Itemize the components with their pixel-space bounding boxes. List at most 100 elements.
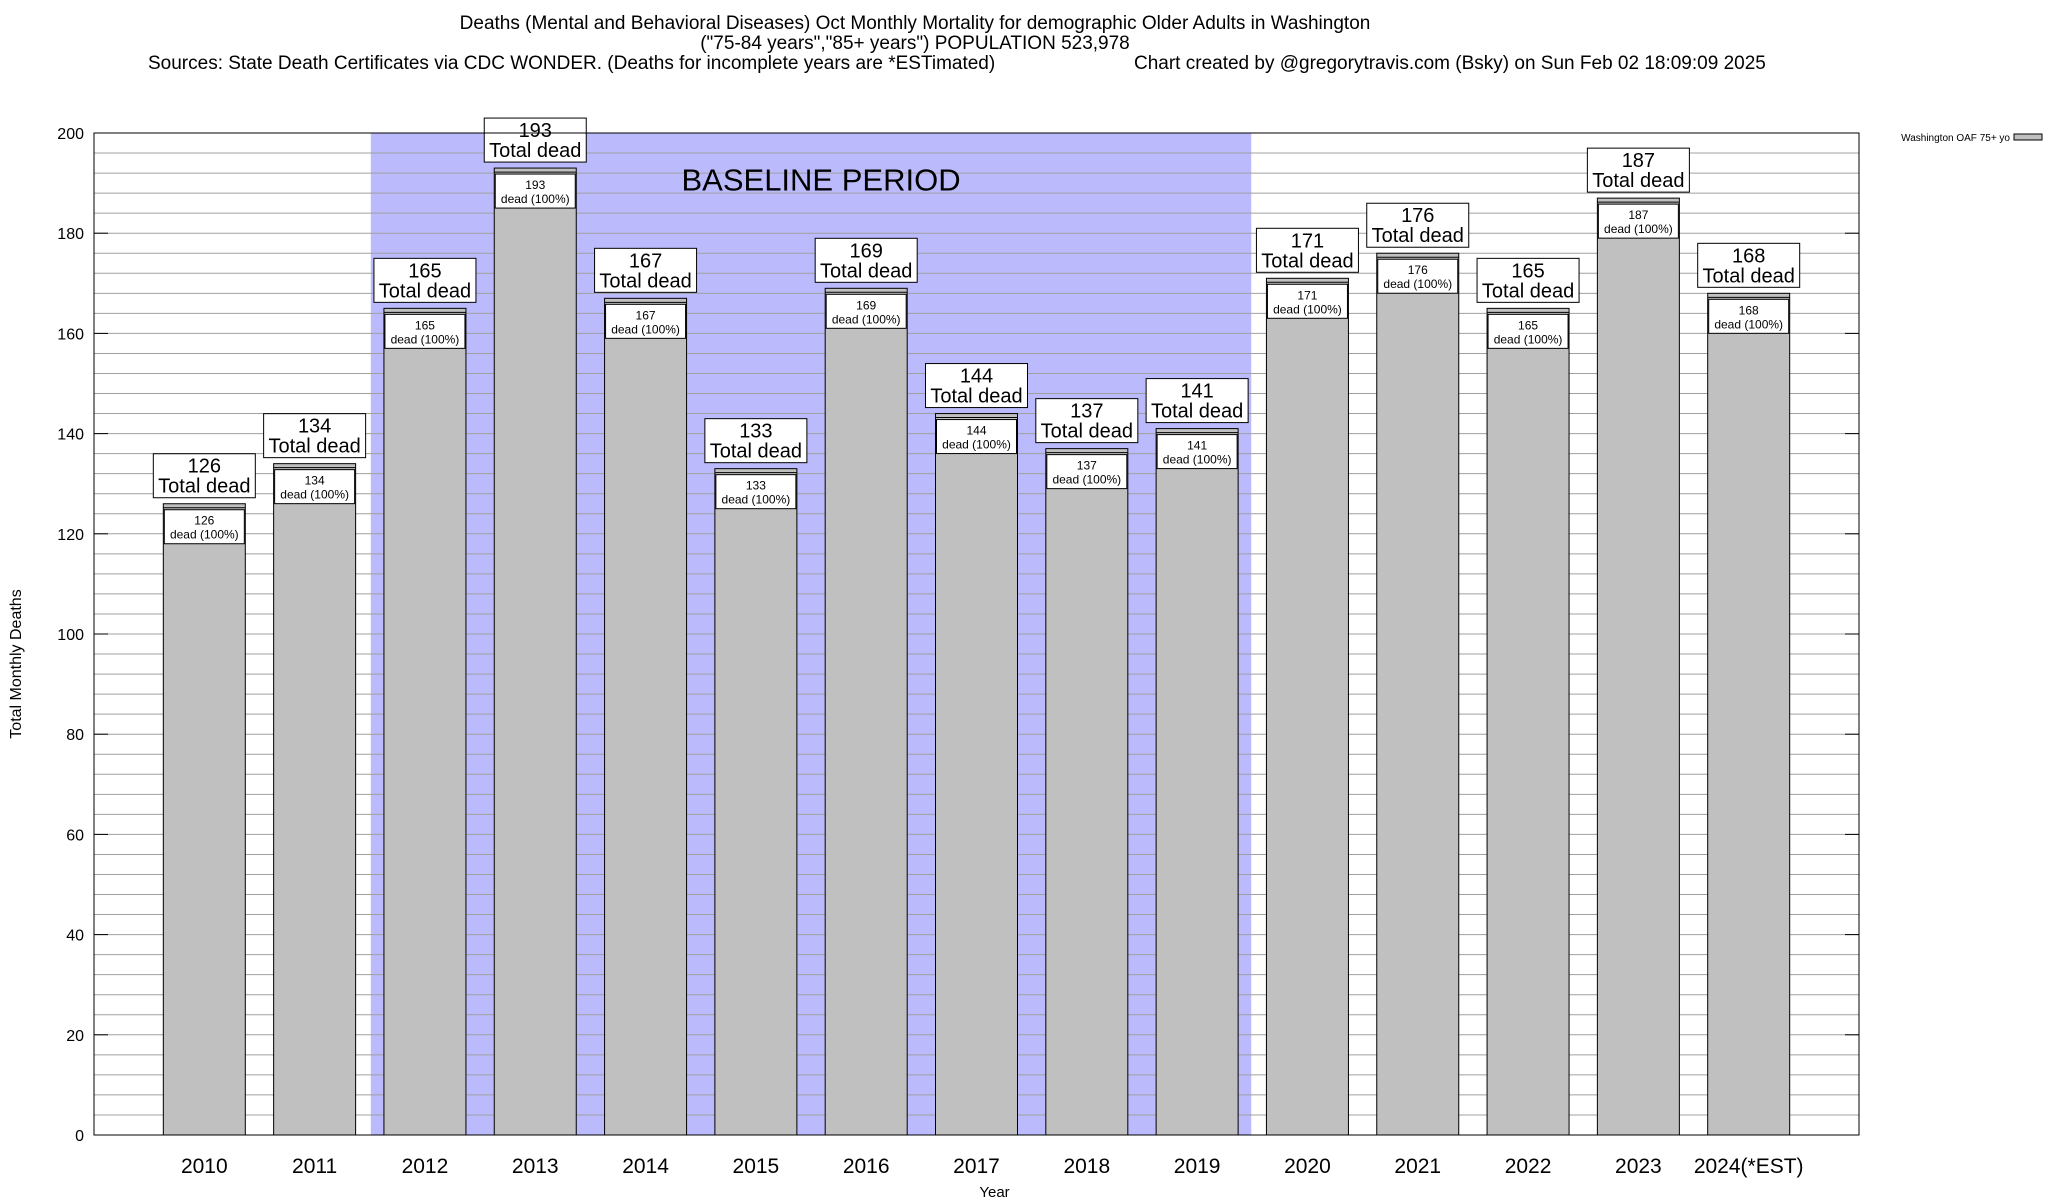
bar-inner-label: dead (100%) bbox=[170, 528, 239, 542]
bar-inner-value: 144 bbox=[966, 424, 986, 438]
bar-total-label: Total dead bbox=[268, 436, 360, 458]
x-axis-title: Year bbox=[979, 1184, 1009, 1200]
bar bbox=[493, 167, 577, 1136]
bar-total-label: Total dead bbox=[489, 140, 581, 162]
bar-total-label-box bbox=[925, 363, 1028, 409]
bar-total-label-box bbox=[1476, 257, 1580, 303]
bar-total-value: 187 bbox=[1622, 150, 1655, 172]
bar-inner-value: 187 bbox=[1628, 208, 1648, 222]
bar-inner-label: dead (100%) bbox=[501, 192, 570, 206]
y-tick-label: 140 bbox=[57, 427, 84, 444]
bar-total-value: 134 bbox=[298, 416, 331, 438]
bar-inner-value: 126 bbox=[194, 514, 214, 528]
bar-total-value: 171 bbox=[1291, 230, 1324, 252]
bar-inner-label-box bbox=[1487, 313, 1569, 349]
bar-inner-label-box bbox=[825, 293, 907, 329]
bar-inner-label: dead (100%) bbox=[832, 312, 901, 326]
bar-inner-label: dead (100%) bbox=[611, 322, 680, 336]
bar-inner-label: dead (100%) bbox=[1052, 473, 1121, 487]
bar-total-label: Total dead bbox=[820, 260, 912, 282]
y-axis-title: Total Monthly Deaths bbox=[8, 589, 25, 738]
bar-total-label: Total dead bbox=[158, 476, 250, 498]
bar bbox=[162, 503, 246, 1136]
x-tick-label: 2019 bbox=[1174, 1155, 1221, 1178]
bar-inner-label: dead (100%) bbox=[1714, 317, 1783, 331]
chart-title-line-2: ("75-84 years","85+ years") POPULATION 5… bbox=[700, 33, 1130, 54]
bar-inner-label-box bbox=[163, 509, 245, 545]
bar-total-label: Total dead bbox=[930, 386, 1022, 408]
x-tick-label: 2020 bbox=[1284, 1155, 1331, 1178]
bar bbox=[1707, 292, 1791, 1136]
bar-total-label: Total dead bbox=[1041, 421, 1133, 443]
bar-inner-label-box bbox=[1597, 203, 1679, 239]
legend-swatch bbox=[2013, 133, 2043, 141]
bar-total-label: Total dead bbox=[1592, 170, 1684, 192]
bar-total-label: Total dead bbox=[1703, 265, 1795, 287]
bar-total-label-box bbox=[373, 257, 477, 303]
bar-total-label: Total dead bbox=[1261, 250, 1353, 272]
bar-inner-value: 171 bbox=[1297, 288, 1317, 302]
bar bbox=[604, 297, 688, 1136]
bar-inner-label-box bbox=[605, 303, 687, 339]
bar-total-label: Total dead bbox=[599, 270, 691, 292]
bar-inner-value: 176 bbox=[1408, 263, 1428, 277]
bar-total-value: 141 bbox=[1180, 381, 1213, 403]
bar-inner-label: dead (100%) bbox=[1383, 277, 1452, 291]
bar-inner-value: 165 bbox=[1518, 318, 1538, 332]
bar-total-label-box bbox=[263, 413, 367, 459]
bar-inner-value: 165 bbox=[415, 318, 435, 332]
bar-total-value: 133 bbox=[739, 421, 772, 443]
y-tick-label: 0 bbox=[75, 1128, 84, 1145]
bar-inner-label: dead (100%) bbox=[942, 438, 1011, 452]
bar-inner-label-box bbox=[936, 419, 1017, 455]
x-tick-label: 2011 bbox=[292, 1155, 337, 1178]
bar-inner-label-box bbox=[1377, 258, 1459, 294]
y-tick-label: 200 bbox=[57, 126, 84, 143]
x-tick-label: 2010 bbox=[181, 1155, 228, 1178]
x-tick-label: 2013 bbox=[512, 1155, 559, 1178]
bar bbox=[1596, 197, 1680, 1136]
bar bbox=[824, 287, 908, 1136]
bar-total-label: Total dead bbox=[1372, 225, 1464, 247]
bar-inner-label: dead (100%) bbox=[391, 332, 460, 346]
bar-total-label-box bbox=[814, 237, 918, 283]
bar-inner-label: dead (100%) bbox=[280, 488, 349, 502]
bar-total-value: 168 bbox=[1732, 245, 1765, 267]
bar-inner-label-box bbox=[715, 474, 797, 510]
y-tick-label: 100 bbox=[57, 627, 84, 644]
bar bbox=[714, 468, 798, 1136]
bar-total-label: Total dead bbox=[1151, 401, 1243, 423]
x-tick-label: 2021 bbox=[1394, 1155, 1441, 1178]
bar-inner-value: 137 bbox=[1077, 459, 1097, 473]
bar-total-value: 126 bbox=[188, 456, 221, 478]
bar-total-label: Total dead bbox=[1482, 280, 1574, 302]
bar-inner-label-box bbox=[384, 313, 466, 349]
y-tick-label: 120 bbox=[57, 527, 84, 544]
bar-inner-value: 133 bbox=[746, 479, 766, 493]
x-tick-label: 2022 bbox=[1505, 1155, 1552, 1178]
plot-frame bbox=[93, 132, 1860, 1136]
bar-total-label-box bbox=[704, 418, 808, 464]
bar-total-value: 169 bbox=[850, 240, 883, 262]
bar-inner-label-box bbox=[1266, 283, 1348, 319]
bar bbox=[273, 463, 357, 1136]
bar-inner-label-box bbox=[1046, 454, 1128, 490]
x-tick-label: 2015 bbox=[733, 1155, 780, 1178]
y-tick-label: 160 bbox=[57, 326, 84, 343]
bar-total-value: 165 bbox=[408, 260, 441, 282]
bar-inner-label-box bbox=[494, 173, 576, 209]
bar bbox=[1486, 307, 1570, 1136]
bar bbox=[1265, 277, 1349, 1136]
bar-total-label-box bbox=[1035, 398, 1139, 444]
bar-total-value: 176 bbox=[1401, 205, 1434, 227]
x-tick-label: 2024(*EST) bbox=[1694, 1155, 1804, 1178]
chart-title-line-1: Deaths (Mental and Behavioral Diseases) … bbox=[459, 13, 1371, 34]
bar-inner-value: 169 bbox=[856, 298, 876, 312]
bar-inner-label: dead (100%) bbox=[1494, 332, 1563, 346]
bar-inner-value: 134 bbox=[305, 474, 325, 488]
bar-total-value: 193 bbox=[519, 120, 552, 142]
y-tick-label: 60 bbox=[66, 827, 84, 844]
x-tick-label: 2014 bbox=[622, 1155, 669, 1178]
x-tick-label: 2012 bbox=[402, 1155, 449, 1178]
